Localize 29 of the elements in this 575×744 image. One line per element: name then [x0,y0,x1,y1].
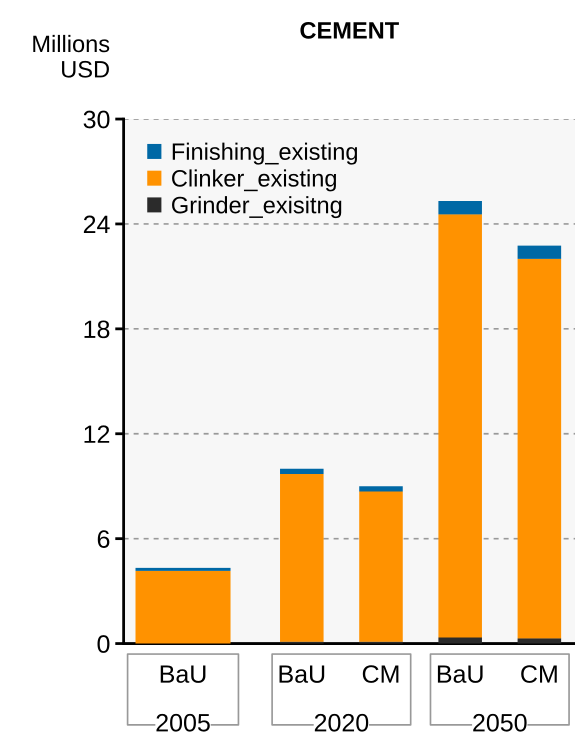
text: 2050 [473,714,527,732]
y-tick-label: 30 [84,110,110,128]
y-tick-label: 24 [84,216,110,234]
bar [280,468,324,474]
bar [518,638,562,644]
bar [280,474,324,642]
text: 2005 [156,714,210,732]
bar [518,258,562,638]
legend-label: Finishing_existing [172,142,358,165]
y-tick-label: 18 [84,320,110,338]
text: 2020 [314,714,368,732]
bar [438,637,482,644]
y-tick-label: 12 [84,425,110,443]
x-tick-label: BaU [160,665,206,683]
bar [359,486,403,492]
bar [518,246,562,259]
bar [359,491,403,642]
x-tick-label: BaU [280,665,324,683]
chart-title: CEMENT [300,22,399,39]
x-tick-label: CM [521,665,557,683]
legend-label: Grinder_exisitng [172,196,342,218]
bar [438,214,482,638]
x-tick-label: CM [362,665,398,683]
y-axis-title: Millions USD [33,34,110,78]
y-tick-label: 6 [98,530,110,548]
y-tick-label: 0 [98,635,110,653]
bar [438,201,482,214]
x-tick-label: BaU [438,665,483,683]
legend-label: Clinker_existing [172,169,336,192]
